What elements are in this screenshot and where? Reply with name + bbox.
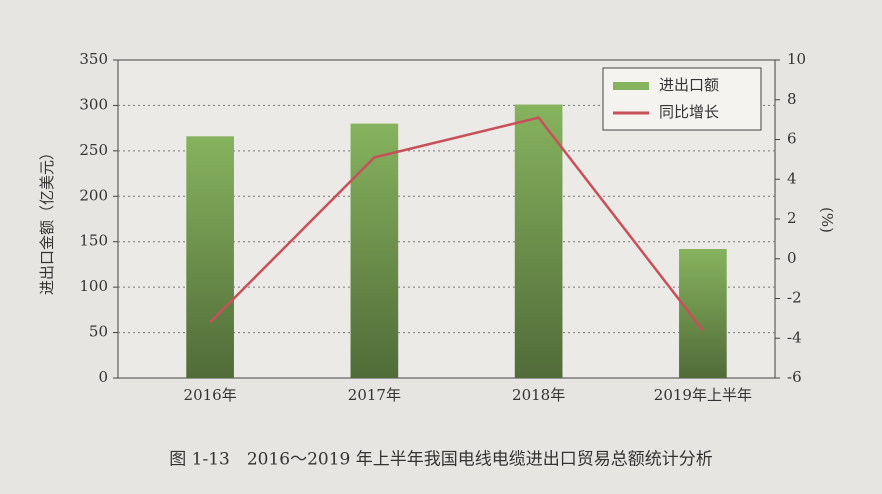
y2-tick-label: 10 [787, 50, 806, 68]
y-axis-label: 进出口金额（亿美元） [38, 145, 56, 295]
legend-label: 进出口额 [659, 76, 719, 94]
y2-tick-label: -4 [787, 328, 802, 346]
y-tick-label: 200 [79, 186, 108, 204]
bar-shade [350, 123, 399, 378]
legend-box [602, 67, 762, 131]
y2-tick-label: -2 [787, 289, 802, 307]
legend-swatch [613, 82, 649, 90]
y-tick-label: 150 [79, 232, 108, 250]
bar-shade [679, 248, 727, 378]
x-tick-label: 2016年 [184, 386, 237, 404]
line [209, 116, 704, 332]
y2-tick-label: 0 [787, 249, 797, 267]
y-tick-label: 50 [89, 323, 108, 341]
y-tick-label: 300 [79, 95, 108, 113]
y-tick-label: 350 [79, 50, 108, 68]
chart-title: 图 1-13 2016～2019 年上半年我国电线电缆进出口贸易总额统计分析 [169, 450, 713, 470]
y2-tick-label: 2 [787, 209, 797, 227]
bar-shade [514, 104, 563, 379]
y2-axis-label: (%) [818, 207, 836, 233]
x-tick-label: 2017年 [348, 386, 401, 404]
y2-tick-label: 8 [787, 90, 797, 108]
y2-tick-label: 6 [787, 130, 797, 148]
x-tick-label: 2018年 [512, 386, 565, 404]
legend-label: 同比增长 [659, 103, 719, 121]
y-tick-label: 250 [79, 141, 108, 159]
x-tick-label: 2019年上半年 [654, 386, 752, 404]
bar-shade [186, 136, 234, 378]
y-tick-label: 100 [79, 277, 108, 295]
y-tick-label: 0 [98, 368, 108, 386]
y2-tick-label: 4 [787, 169, 797, 187]
y2-tick-label: -6 [787, 368, 802, 386]
